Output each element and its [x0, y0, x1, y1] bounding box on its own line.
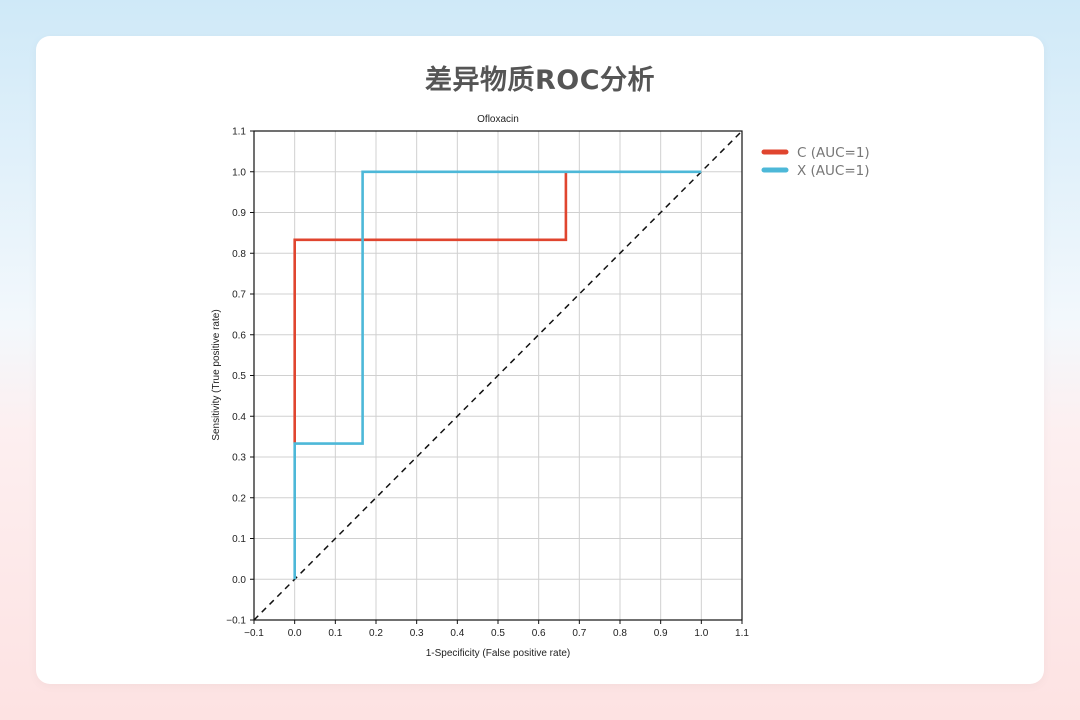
y-tick-label: 1.0	[232, 167, 246, 178]
chart-title: Ofloxacin	[477, 114, 519, 125]
x-tick-label: 0.3	[410, 628, 424, 639]
y-tick-label: 0.0	[232, 575, 246, 586]
y-tick-label: 0.1	[232, 534, 246, 545]
x-tick-label: 0.1	[328, 628, 342, 639]
x-axis-label: 1-Specificity (False positive rate)	[426, 648, 571, 659]
x-tick-label: 1.1	[735, 628, 749, 639]
page-title: 差异物质ROC分析	[424, 65, 656, 96]
x-tick-label: 1.0	[694, 628, 708, 639]
y-tick-label: 0.5	[232, 371, 246, 382]
x-tick-label: 0.0	[288, 628, 302, 639]
y-tick-label: 0.9	[232, 208, 246, 219]
y-tick-label: 0.3	[232, 453, 246, 464]
y-tick-label: 0.2	[232, 493, 246, 504]
y-axis-label: Sensitivity (True positive rate)	[211, 309, 222, 440]
x-tick-label: 0.9	[654, 628, 668, 639]
legend-label: X (AUC=1)	[797, 163, 870, 179]
x-tick-label: 0.4	[450, 628, 464, 639]
reference-diagonal-line	[253, 130, 743, 621]
series-group	[293, 170, 702, 580]
y-tick-label: 0.4	[232, 412, 246, 423]
y-tick-label: 1.1	[232, 127, 246, 138]
x-tick-label: 0.6	[532, 628, 546, 639]
legend-label: C (AUC=1)	[797, 145, 870, 161]
x-tick-label: −0.1	[244, 628, 264, 639]
chart-card	[36, 36, 1044, 684]
y-axis-ticks: −0.1 0.0 0.1 0.2 0.3 0.4 0.5 0.6 0.7 0.8 0.9 1.0 1.1	[226, 127, 254, 627]
legend: C (AUC=1) X (AUC=1)	[761, 145, 870, 179]
x-tick-label: 0.8	[613, 628, 627, 639]
series-line-1	[293, 170, 702, 580]
x-tick-label: 0.5	[491, 628, 505, 639]
y-tick-label: 0.8	[232, 249, 246, 260]
x-tick-label: 0.2	[369, 628, 383, 639]
y-tick-label: 0.6	[232, 330, 246, 341]
x-axis-ticks: −0.1 0.0 0.1 0.2 0.3 0.4 0.5 0.6 0.7 0.8 0.9 1.0 1.1	[244, 620, 749, 639]
series-line-0	[293, 171, 568, 444]
y-tick-label: 0.7	[232, 290, 246, 301]
y-tick-label: −0.1	[226, 616, 246, 627]
x-tick-label: 0.7	[572, 628, 586, 639]
